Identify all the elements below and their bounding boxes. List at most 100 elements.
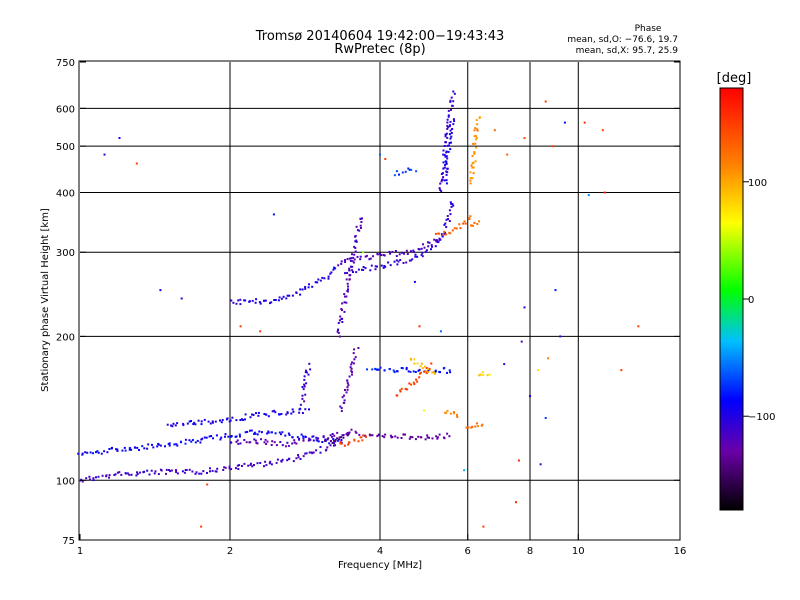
trace-11-point [352,352,355,355]
trace-2-point [197,419,200,422]
trace-3-point [333,434,336,437]
trace-7-point [411,258,414,261]
trace-10-point [359,224,362,227]
x-tick-label-4: 8 [527,546,533,557]
trace-3-point [249,441,252,444]
trace-5-point [334,267,337,270]
trace-1-point [199,441,202,444]
trace-1-point [296,436,299,439]
trace-15-point [388,368,391,370]
trace-17-point [425,370,428,373]
trace-16-point [428,367,431,370]
trace-0-point [183,471,186,474]
trace-11-point [345,391,348,394]
trace-3-point [245,441,248,444]
trace-7-point [376,265,378,268]
trace-10-point [353,245,356,248]
trace-11-point [350,367,353,370]
stats-x-line: mean, sd,X: 95.7, 25.9 [576,46,679,56]
trace-2-point [174,424,177,427]
trace-1-point [121,449,124,452]
x-tick-label-3: 6 [465,546,471,557]
trace-8-point [442,153,445,156]
trace-1-point [203,436,206,439]
trace-5-point [277,299,280,302]
trace-16-point [408,382,411,385]
trace-0-point [169,470,172,473]
trace-12-point [383,436,386,439]
trace-0-point [308,451,311,454]
trace-12-point [402,433,405,436]
trace-0-point [157,473,160,476]
trace-16-point [399,390,402,393]
trace-15-point [401,367,404,370]
trace-1-point [260,431,263,434]
trace-0-point [114,473,117,476]
trace-8-point [449,99,452,102]
trace-6-point [369,257,372,260]
trace-1-point [116,448,119,451]
trace-17-point [421,367,424,370]
trace-8-point [453,92,456,95]
trace-10-point [348,278,351,281]
x-tick-label-6: 16 [674,546,687,557]
trace-2-point [207,420,210,423]
trace-5-point [264,299,267,302]
trace-13-point [338,436,341,439]
trace-10-point [360,221,363,223]
trace-7-point [447,218,450,220]
trace-1-point [92,452,94,455]
trace-3-point [327,437,330,440]
trace-3-point [286,441,289,444]
trace-15-point [439,371,441,374]
trace-0-point [130,473,133,476]
trace-17-point [427,368,429,370]
trace-12-point [411,436,414,439]
scatter-point-37 [379,153,381,156]
trace-0-point [202,470,205,473]
trace-3-point [254,439,257,442]
trace-1-point [253,431,256,434]
trace-8-point [443,166,446,169]
trace-14-point [343,444,346,447]
trace-6-point [388,250,391,253]
trace-4-point [309,368,312,371]
trace-8-point [452,90,455,93]
trace-4-point [303,400,306,403]
trace-20-point [478,374,481,377]
trace-3-point [293,439,296,442]
trace-10-point [348,267,351,270]
trace-3-point [273,441,276,444]
trace-2-point [257,414,260,417]
trace-0-point [305,452,308,455]
trace-7-point [437,240,440,243]
trace-9-point [445,173,448,176]
trace-10-point [336,330,339,333]
trace-9-point [449,137,452,140]
trace-7-point [431,245,433,248]
trace-13-point [340,436,342,439]
trace-7-point [452,204,455,207]
trace-6-point [427,241,429,244]
trace-7-point [374,265,377,268]
trace-1-point [89,451,92,454]
trace-9-point [446,157,449,160]
trace-3-point [341,434,344,437]
trace-2-point [304,408,307,411]
trace-1-point [111,446,113,449]
trace-0-point [295,457,298,460]
trace-10-point [339,315,342,318]
trace-4-point [303,385,306,388]
trace-11-point [350,370,353,373]
trace-1-point [81,452,84,455]
trace-0-point [329,444,332,447]
trace-12-point [436,436,439,439]
trace-22-point [471,166,474,169]
trace-23-point [473,221,476,224]
trace-16-point [418,376,421,379]
trace-5-point [319,279,322,282]
trace-0-point [238,464,241,467]
trace-3-point [312,435,315,438]
trace-3-point [229,441,232,444]
trace-0-point [230,468,233,471]
